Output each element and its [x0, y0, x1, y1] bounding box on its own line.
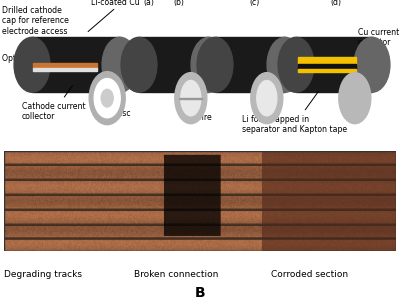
Text: Optical fibre: Optical fibre — [2, 54, 50, 65]
Text: (a): (a) — [143, 0, 154, 7]
Ellipse shape — [197, 37, 233, 92]
Text: (c): (c) — [249, 0, 259, 7]
Ellipse shape — [89, 72, 125, 125]
Bar — [179, 98, 202, 99]
Bar — [298, 57, 356, 64]
Ellipse shape — [251, 73, 283, 124]
Ellipse shape — [267, 37, 303, 92]
Ellipse shape — [94, 79, 120, 118]
Text: B: B — [195, 286, 205, 300]
Ellipse shape — [14, 37, 50, 92]
Ellipse shape — [102, 37, 138, 92]
Ellipse shape — [339, 73, 371, 124]
Ellipse shape — [354, 37, 390, 92]
Bar — [139, 37, 209, 92]
Text: (b): (b) — [174, 0, 185, 7]
Bar — [215, 37, 285, 92]
Text: Li-coated Cu: Li-coated Cu — [91, 0, 140, 7]
Text: Cathode current
collector: Cathode current collector — [22, 86, 86, 121]
Ellipse shape — [175, 73, 207, 124]
Text: Drilled cathode
cap for reference
electrode access: Drilled cathode cap for reference electr… — [2, 6, 69, 43]
Ellipse shape — [191, 37, 227, 92]
Bar — [32, 37, 120, 92]
Text: Degrading tracks: Degrading tracks — [4, 271, 82, 279]
Bar — [33, 63, 97, 68]
Bar — [298, 64, 356, 69]
Text: Li disc: Li disc — [106, 92, 130, 118]
Text: Pt wire: Pt wire — [185, 102, 211, 122]
Ellipse shape — [278, 37, 314, 92]
Bar — [298, 69, 356, 72]
Text: (d): (d) — [330, 0, 342, 7]
Text: Li foil wrapped in
separator and Kapton tape: Li foil wrapped in separator and Kapton … — [242, 92, 347, 134]
Text: Corroded section: Corroded section — [271, 271, 348, 279]
Text: Cu current
collector: Cu current collector — [354, 28, 399, 77]
Text: A: A — [195, 179, 205, 193]
Text: Broken connection: Broken connection — [134, 271, 219, 279]
Ellipse shape — [181, 80, 201, 116]
Bar — [296, 37, 372, 92]
Ellipse shape — [121, 37, 157, 92]
Bar — [33, 68, 97, 71]
Ellipse shape — [257, 80, 277, 116]
Ellipse shape — [101, 89, 113, 107]
